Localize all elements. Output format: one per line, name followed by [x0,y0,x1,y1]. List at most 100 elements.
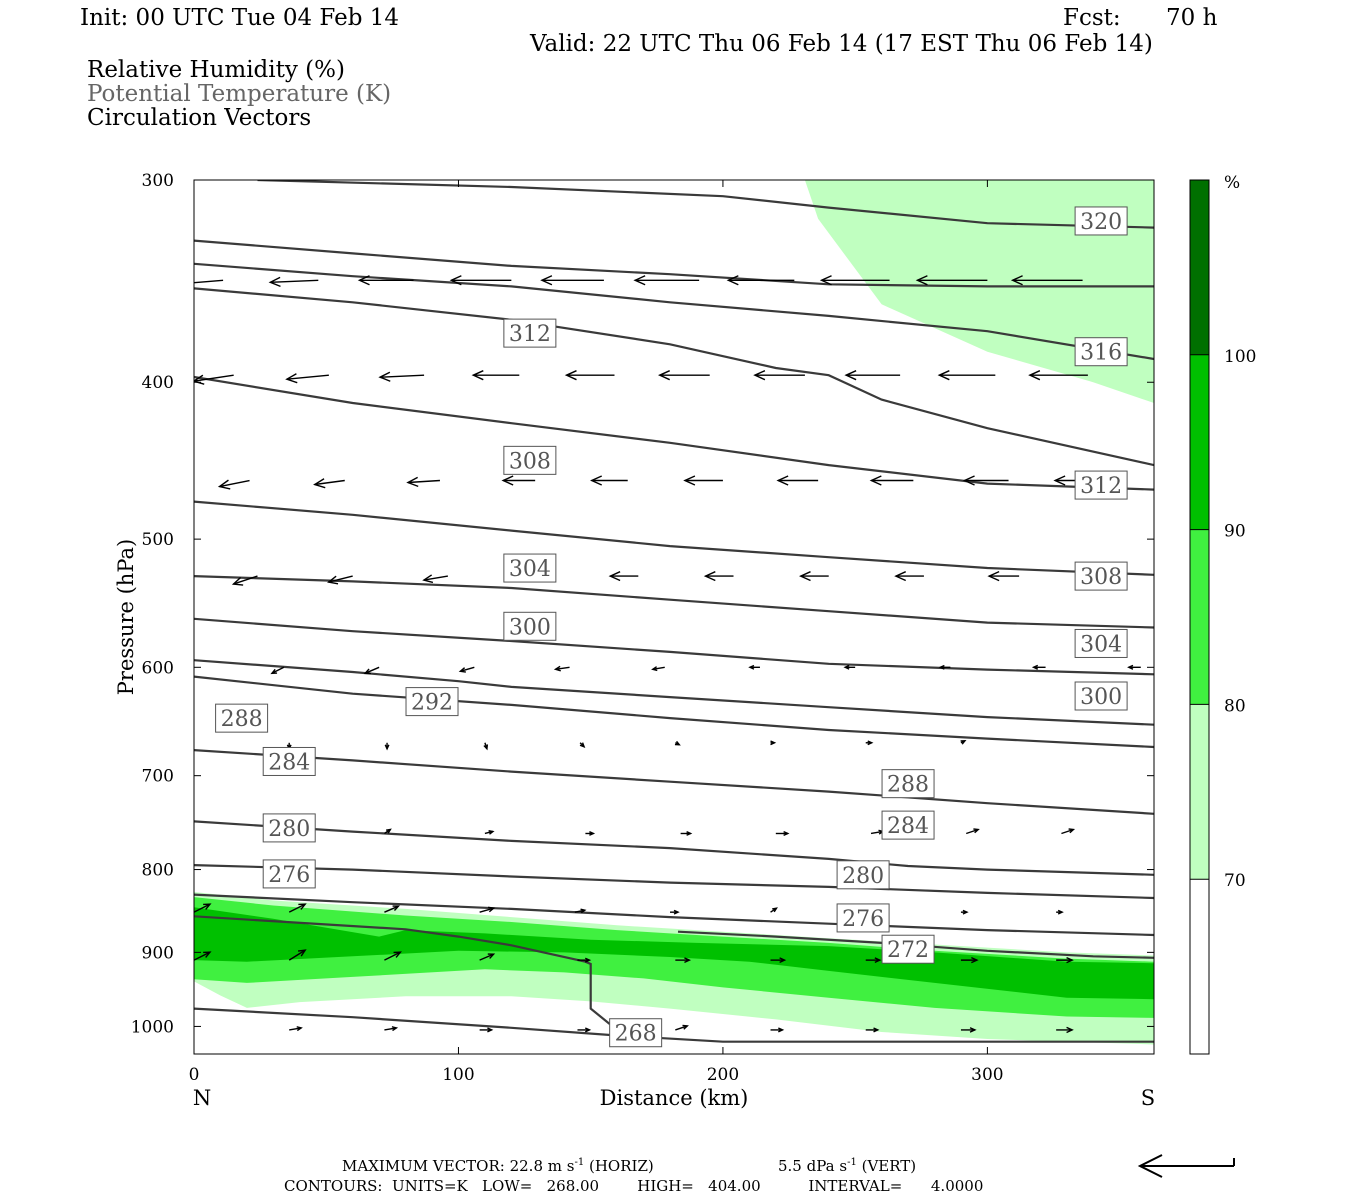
circulation-vector [865,740,874,746]
circulation-vector [484,830,495,835]
circulation-vector [553,665,570,672]
rh-region-90-2 [194,907,1154,1000]
valid-time: Valid: 22 UTC Thu 06 Feb 14 (17 EST Thu … [529,31,1153,57]
contour-label-text: 292 [411,691,453,716]
colorbar-segment [1190,354,1209,530]
circulation-vector [770,957,787,963]
circulation-vector [966,828,980,835]
circulation-vector [289,1026,303,1032]
circulation-vector [285,373,329,384]
theta-contour-288-7 [194,675,1154,749]
theta-contour-316-13 [194,287,1154,467]
contour-label-text: 280 [842,864,884,889]
x-end-label-south: S [1141,1086,1155,1110]
circulation-vector [1010,275,1083,286]
contour-label-312-2: 312 [503,318,557,348]
circulation-vector [608,571,639,582]
axes-layer: 300 400 500 600 700 800 900 1000 0 100 200 300 [131,171,1154,1085]
circulation-vector [384,742,390,751]
theta-contour-324-15 [194,239,1154,288]
contour-info: CONTOURS: UNITS=K LOW= 268.00 HIGH= 404.… [284,1177,983,1195]
circulation-vector [770,1027,785,1033]
circulation-vector [585,831,596,836]
contour-label-280-15: 280 [262,813,316,843]
max-vector-horiz: MAXIMUM VECTOR: 22.8 m s-1 (HORIZ) [342,1157,654,1175]
circulation-vector [657,370,710,381]
circulation-vector [748,664,760,670]
colorbar-segment [1190,879,1209,1054]
y-tick-label: 1000 [131,1017,174,1037]
colorbar-segment [1190,529,1209,705]
circulation-vector [675,1024,689,1031]
contour-label-text: 316 [1080,341,1122,366]
y-tick-label: 500 [142,530,174,550]
circulation-vector [726,275,795,286]
contour-label-300-9: 300 [1074,681,1128,711]
colorbar-frame [1189,179,1210,1055]
circulation-vector [770,907,778,913]
circulation-vector [479,1027,494,1033]
contour-label-308-5: 308 [1074,561,1128,591]
circulation-vector [1061,828,1076,835]
circulation-vector [869,475,914,486]
contour-label-text: 300 [509,615,551,640]
circulation-vector [313,478,345,489]
y-axis-label: Pressure (hPa) [114,539,138,695]
circulation-vector [449,275,512,286]
theta-contour-276-3 [194,893,1154,937]
contour-label-text: 300 [1080,685,1122,710]
contour-label-text: 276 [842,907,884,932]
rh-region-upper [804,180,1154,403]
circulation-vector [960,909,969,915]
theta-contour-276-4 [194,864,1154,900]
circulation-vector [194,279,224,284]
circulation-vector [753,370,805,381]
colorbar-level-label: 90 [1224,522,1246,542]
contour-label-text: 304 [509,557,551,582]
field-rh: Relative Humidity (%) [87,57,345,83]
circulation-vector [479,906,496,913]
colorbar-level-label: 80 [1224,696,1246,716]
colorbar: 70 80 90 100 [1189,179,1256,1055]
circulation-vector [483,742,489,751]
circulation-vector [960,740,967,745]
x-tick-label: 100 [442,1065,474,1085]
contour-label-text: 280 [268,817,310,842]
x-tick-label: 300 [971,1065,1003,1085]
circulation-vector [680,831,693,836]
circulation-vector [915,275,988,286]
circulation-vector [894,571,924,582]
circulation-vector [357,275,414,286]
colorbar-segment [1190,180,1209,355]
contour-label-text: 284 [268,750,310,775]
contour-label-text: 312 [509,322,551,347]
contour-label-284-13: 284 [262,746,316,776]
circulation-vector [574,908,587,914]
contour-label-276-17: 276 [262,859,316,889]
circulation-vector [194,951,212,961]
theta-contour-268-0 [194,1007,1154,1043]
theta-contour-284-6 [194,749,1154,815]
circulation-vector [1028,370,1088,381]
contour-label-text: 288 [221,707,263,732]
y-tick-label: 800 [142,861,174,881]
contour-label-284-14: 284 [881,810,935,840]
circulation-vector [384,951,402,961]
circulation-vector [870,829,885,835]
contour-label-text: 276 [268,863,310,888]
contour-label-304-7: 304 [1074,628,1128,658]
circulation-vector [987,570,1020,582]
y-tick-label: 900 [142,943,174,963]
y-tick-label: 400 [142,373,174,393]
colorbar-segment [1190,704,1209,880]
circulation-vector [1031,664,1046,670]
plot-frame [193,179,1155,1055]
contour-label-320-0: 320 [1074,206,1128,236]
circulation-vector [540,275,604,286]
circulation-vector [674,740,681,746]
circulation-vector [1127,664,1141,670]
circulation-vector [268,276,319,288]
reference-vector-icon [1137,1154,1235,1178]
circulation-vector [843,664,856,670]
theta-contour-320-14 [194,262,1154,361]
